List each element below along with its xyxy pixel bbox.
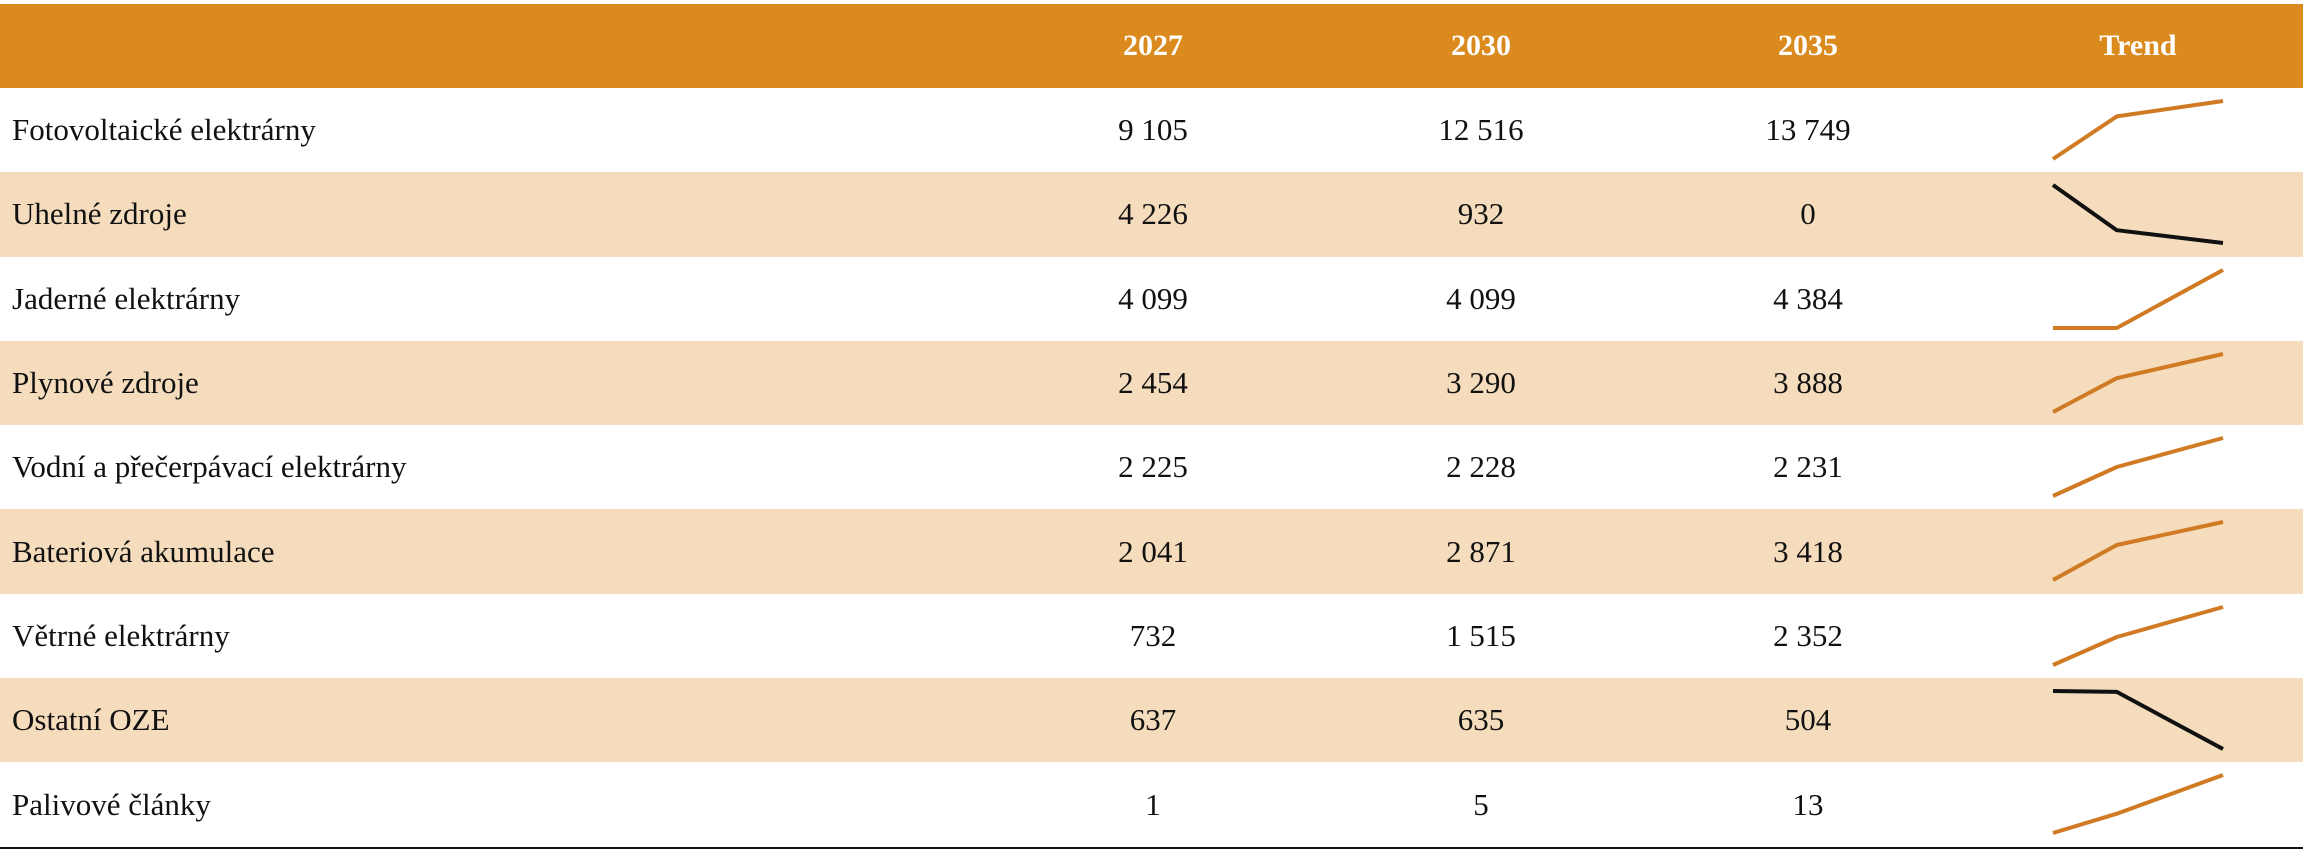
trend-sparkline [2051, 99, 2224, 161]
trend-line-up [2052, 436, 2224, 499]
value-cell-2027: 4 099 [1118, 280, 1188, 316]
trend-sparkline [2052, 604, 2224, 667]
row-label: Větrné elektrárny [12, 617, 230, 653]
table-row: Vodní a přečerpávací elektrárny 2 225 2 22… [0, 425, 2303, 509]
trend-sparkline [2052, 773, 2224, 836]
value-cell-2030: 635 [1457, 702, 1505, 738]
value-cell-2035: 2 231 [1773, 449, 1843, 485]
table-row: Fotovoltaické elektrárny 9 105 12 516 13 74… [0, 88, 2303, 172]
header-cell-2035: 2035 [1778, 29, 1838, 62]
table-bottom-rule [0, 846, 2303, 849]
value-cell-2035: 504 [1784, 702, 1832, 738]
row-label: Jaderné elektrárny [12, 280, 241, 316]
table-row: Uhelné zdroje 4 226 932 0 [0, 172, 2303, 257]
table-body: Fotovoltaické elektrárny 9 105 12 516 13 74… [0, 88, 2303, 847]
value-cell-2027: 2 454 [1118, 365, 1188, 401]
row-label: Fotovoltaické elektrárny [12, 112, 316, 148]
value-cell-2027: 4 226 [1118, 196, 1188, 232]
table-header-row: 2027 2030 2035 Trend [0, 4, 2303, 88]
value-cell-2035: 3 888 [1773, 365, 1843, 401]
trend-line-down [2051, 183, 2224, 246]
value-cell-2027: 2 041 [1118, 533, 1188, 569]
value-cell-2035: 13 [1792, 786, 1824, 822]
header-cell-2030: 2030 [1451, 29, 1511, 62]
table-row: Plynové zdroje 2 454 3 290 3 888 [0, 340, 2303, 426]
value-cell-2027: 2 225 [1118, 449, 1188, 485]
value-cell-2030: 5 [1473, 786, 1489, 822]
value-cell-2030: 2 228 [1446, 449, 1516, 485]
trend-sparkline [2052, 520, 2224, 583]
value-cell-2027: 732 [1129, 617, 1177, 653]
value-cell-2035: 4 384 [1773, 280, 1843, 316]
row-label: Vodní a přečerpávací elektrárny [12, 449, 407, 485]
trend-sparkline [2051, 183, 2224, 246]
trend-line-up [2051, 99, 2224, 161]
table-row: Větrné elektrárny 732 1 515 2 352 [0, 594, 2303, 678]
trend-line-up [2052, 520, 2224, 583]
value-cell-2030: 12 516 [1438, 112, 1524, 148]
trend-sparkline [2053, 267, 2224, 330]
row-label: Ostatní OZE [12, 702, 170, 738]
header-cell-2027: 2027 [1123, 29, 1183, 62]
table-row: Palivové články 1 5 13 [0, 762, 2303, 846]
value-cell-2035: 3 418 [1773, 533, 1843, 569]
value-cell-2030: 2 871 [1446, 533, 1516, 569]
trend-line-up [2052, 604, 2224, 667]
value-cell-2027: 9 105 [1118, 112, 1188, 148]
value-cell-2027: 637 [1129, 702, 1177, 738]
trend-sparkline [2052, 351, 2224, 414]
value-cell-2030: 1 515 [1446, 617, 1516, 653]
trend-line-up [2052, 773, 2224, 836]
value-cell-2035: 2 352 [1773, 617, 1843, 653]
table-row: Jaderné elektrárny 4 099 4 099 4 384 [0, 257, 2303, 341]
row-label: Palivové články [12, 786, 211, 822]
row-label: Plynové zdroje [12, 365, 199, 401]
table-row: Ostatní OZE 637 635 504 [0, 678, 2303, 763]
value-cell-2030: 3 290 [1446, 365, 1516, 401]
capacity-table: 2027 2030 2035 Trend Fotovoltaické elekt… [0, 4, 2303, 847]
trend-sparkline [2052, 689, 2224, 751]
value-cell-2035: 0 [1800, 196, 1816, 232]
trend-sparkline [2052, 436, 2224, 499]
table-row: Bateriová akumulace 2 041 2 871 3 418 [0, 509, 2303, 594]
row-label: Bateriová akumulace [12, 533, 275, 569]
row-label: Uhelné zdroje [12, 196, 187, 232]
trend-line-down [2052, 689, 2224, 751]
value-cell-2030: 932 [1457, 196, 1505, 232]
trend-line-up [2053, 267, 2224, 330]
value-cell-2027: 1 [1145, 786, 1161, 822]
value-cell-2030: 4 099 [1446, 280, 1516, 316]
trend-line-up [2052, 351, 2224, 414]
header-cell-trend: Trend [2099, 29, 2177, 62]
value-cell-2035: 13 749 [1765, 112, 1851, 148]
